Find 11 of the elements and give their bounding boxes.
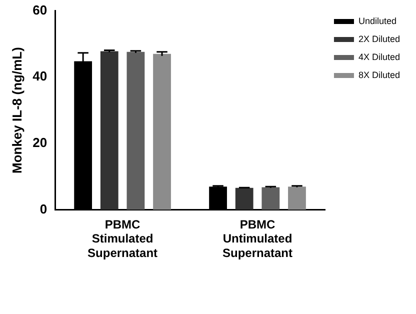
y-axis-title: Monkey IL-8 (ng/mL) — [9, 47, 24, 174]
y-tick-label: 40 — [32, 68, 48, 84]
legend-label: 8X Diluted — [358, 70, 400, 80]
x-tick-label: PBMC Stimulated Supernatant — [88, 217, 158, 260]
x-tick-label: PBMC Untimulated Supernatant — [222, 217, 293, 260]
y-tick-label: 60 — [32, 2, 48, 18]
y-tick-label: 0 — [40, 201, 48, 216]
y-tick-label: 20 — [32, 135, 48, 150]
legend-label: 2X Diluted — [358, 34, 400, 44]
legend-label: Undiluted — [358, 16, 397, 26]
legend-label: 4X Diluted — [358, 52, 400, 62]
